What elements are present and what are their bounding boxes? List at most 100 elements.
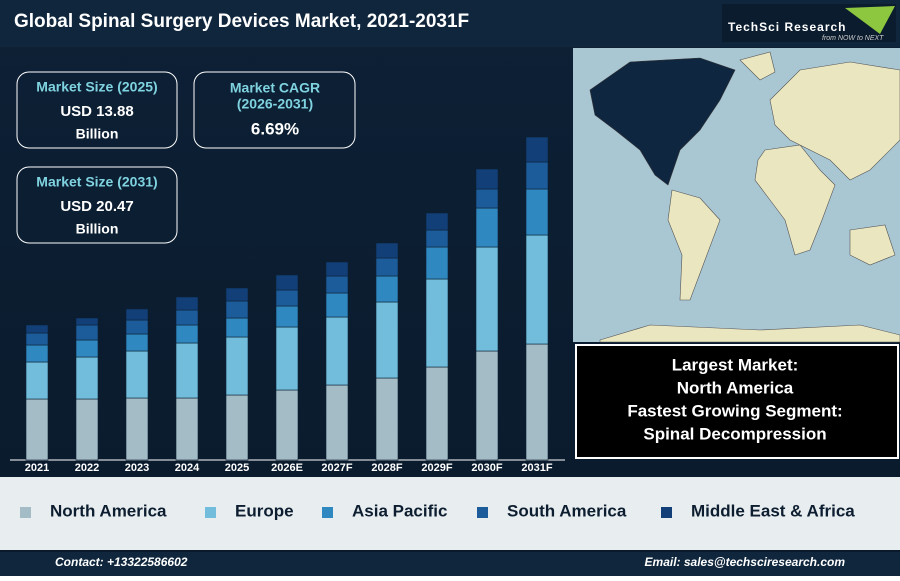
bar-segment [275, 274, 299, 291]
bar-segment [525, 136, 549, 163]
legend-swatch [322, 507, 333, 518]
bar-segment [425, 366, 449, 461]
bar-segment [75, 324, 99, 341]
email: Email: sales@techsciresearch.com [645, 555, 846, 569]
south-america [667, 189, 721, 301]
tagline: from NOW to NEXT [822, 35, 884, 42]
antarctica [599, 324, 900, 343]
bar-segment [125, 397, 149, 461]
info-line: North America [677, 378, 794, 397]
bar-segment [225, 336, 249, 396]
bar-segment [175, 296, 199, 311]
info-line: Largest Market: [672, 355, 799, 374]
bar-segment [175, 397, 199, 461]
legend-swatch [205, 507, 216, 518]
bar-segment [375, 242, 399, 259]
x-tick-label: 2022 [75, 462, 99, 474]
bar-segment [25, 344, 49, 363]
kpi-label: Market Size (2025) [36, 79, 157, 95]
x-tick-label: 2023 [125, 462, 149, 474]
bar-segment [75, 398, 99, 461]
footer-band [0, 552, 900, 576]
bar-segment [325, 384, 349, 461]
bar-segment [25, 361, 49, 400]
bar-segment [125, 308, 149, 321]
bar-segment [125, 333, 149, 352]
bar-segment [75, 356, 99, 400]
legend-swatch [477, 507, 488, 518]
legend-band [0, 477, 900, 550]
bar-segment [225, 287, 249, 302]
logo-mark [845, 6, 895, 34]
bar-segment [25, 398, 49, 461]
legend-swatch [661, 507, 672, 518]
bar-segment [425, 246, 449, 280]
bar-segment [275, 389, 299, 461]
logo: TechSci Research [728, 20, 847, 34]
bar-segment [25, 324, 49, 334]
x-tick-label: 2024 [175, 462, 200, 474]
bar-segment [375, 275, 399, 303]
bar-segment [525, 188, 549, 236]
bar-segment [425, 212, 449, 231]
x-tick-label: 2026E [271, 462, 303, 474]
kpi-unit: Billion [76, 221, 119, 237]
kpi-value: USD 13.88 [60, 103, 133, 120]
info-line: Fastest Growing Segment: [627, 401, 842, 420]
kpi-value: USD 20.47 [60, 198, 133, 215]
bar-segment [275, 289, 299, 307]
bar-segment [125, 319, 149, 335]
bar-segment [375, 301, 399, 379]
bar-segment [125, 350, 149, 399]
x-tick-label: 2030F [471, 462, 502, 474]
bar-segment [475, 207, 499, 248]
bar-segment [225, 300, 249, 319]
bar-segment [325, 275, 349, 294]
bar-segment [425, 229, 449, 248]
bar-segment [275, 305, 299, 328]
legend-label: Europe [235, 501, 294, 520]
bar-segment [425, 278, 449, 368]
contact: Contact: +13322586602 [55, 555, 188, 569]
kpi-sublabel: (2026-2031) [237, 96, 313, 112]
info-line: Spinal Decompression [643, 424, 826, 443]
kpi-label: Market Size (2031) [36, 174, 157, 190]
x-tick-label: 2021 [25, 462, 49, 474]
x-tick-label: 2029F [421, 462, 452, 474]
bar-segment [25, 332, 49, 346]
info-box [575, 344, 899, 459]
bar-segment [475, 350, 499, 461]
kpi-box [16, 166, 178, 244]
kpi-value: 6.69% [251, 119, 299, 138]
bar-segment [225, 394, 249, 461]
bar-segment [525, 161, 549, 190]
kpi-unit: Billion [76, 126, 119, 142]
legend-label: Asia Pacific [352, 501, 447, 520]
kpi-label: Market CAGR [230, 80, 320, 96]
bar-segment [475, 168, 499, 190]
bar-segment [325, 316, 349, 386]
bar-segment [525, 343, 549, 461]
x-tick-label: 2025 [225, 462, 249, 474]
legend-label: Middle East & Africa [691, 501, 855, 520]
title: Global Spinal Surgery Devices Market, 20… [14, 11, 469, 32]
africa [754, 144, 836, 256]
north-america [589, 57, 736, 186]
bar-segment [325, 292, 349, 318]
greenland [739, 51, 776, 81]
bar-segment [175, 324, 199, 344]
kpi-box [193, 71, 356, 149]
eurasia [769, 61, 900, 181]
x-tick-label: 2028F [371, 462, 402, 474]
bar-segment [75, 317, 99, 326]
bar-segment [375, 377, 399, 461]
bar-segment [475, 188, 499, 209]
bar-segment [375, 257, 399, 277]
legend-label: South America [507, 501, 627, 520]
x-tick-label: 2031F [521, 462, 552, 474]
bar-segment [475, 246, 499, 352]
bar-segment [175, 342, 199, 399]
bar-segment [525, 234, 549, 345]
